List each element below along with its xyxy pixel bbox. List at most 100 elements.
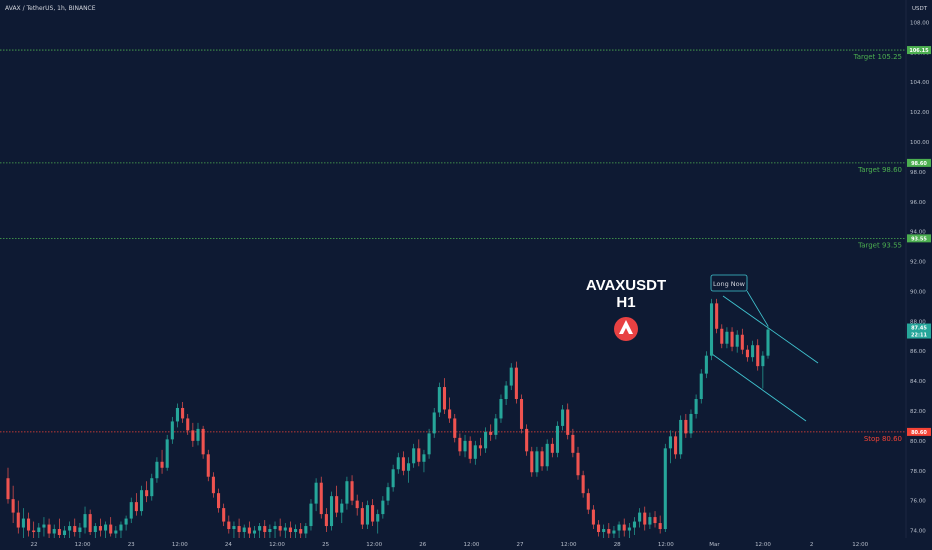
candle — [586, 488, 590, 515]
candle — [535, 446, 539, 477]
candlestick-series — [6, 298, 770, 538]
candle — [247, 521, 251, 538]
candle-body — [191, 430, 195, 441]
candle-body — [391, 469, 395, 488]
channel-lower-line — [711, 353, 807, 422]
candle-body — [252, 530, 257, 534]
candle-body — [196, 428, 200, 441]
candle — [222, 503, 226, 527]
candle — [134, 493, 138, 516]
candle — [263, 520, 267, 538]
candle-body — [412, 448, 416, 464]
candle — [155, 457, 159, 483]
candle-body — [484, 431, 488, 449]
candle-body — [376, 514, 380, 522]
candle — [196, 422, 200, 446]
y-tick-label: 84.00 — [910, 379, 926, 385]
candle-body — [458, 437, 462, 452]
candle — [191, 422, 195, 447]
target-98-badge-text: 98.60 — [911, 161, 927, 167]
candle-body — [381, 500, 385, 515]
candle-body — [602, 529, 606, 533]
candle — [109, 517, 113, 537]
time-axis: 22 12:00 23 12:00 24 12:00 25 12:00 26 12:00 27 12:… — [0, 538, 932, 550]
candle — [52, 524, 56, 538]
candle-body — [735, 334, 739, 347]
candle-body — [489, 431, 493, 435]
x-tick-label: 25 — [322, 542, 329, 548]
candle-body — [648, 517, 652, 525]
candle-body — [658, 523, 662, 530]
candle-body — [632, 521, 637, 528]
candle — [340, 499, 344, 524]
candle-body — [42, 524, 46, 528]
candle — [704, 351, 708, 379]
candle — [674, 431, 678, 459]
candle — [355, 494, 359, 516]
channel-drawing[interactable] — [711, 295, 819, 422]
candle — [448, 397, 452, 423]
candle-body — [519, 399, 524, 429]
candle-body — [751, 345, 755, 358]
candle — [16, 500, 20, 534]
candle-body — [217, 493, 221, 509]
candle-body — [365, 505, 369, 525]
candle — [237, 518, 241, 538]
x-tick-label: 22 — [31, 542, 38, 548]
candle-body — [263, 526, 267, 533]
candle-body — [211, 476, 215, 494]
candle — [345, 476, 349, 510]
horizontal-levels: Target 105.25 Target 98.60 Target 93.55 Sto… — [0, 49, 906, 443]
x-tick-label: 23 — [128, 542, 135, 548]
candle-body — [704, 355, 708, 374]
candle — [478, 437, 482, 456]
candle — [627, 523, 631, 538]
candle-body — [114, 530, 118, 534]
candle-body — [335, 496, 339, 513]
candle — [175, 403, 179, 428]
candle-body — [21, 518, 25, 528]
x-tick-label: 26 — [419, 542, 426, 548]
candle-body — [617, 524, 621, 531]
long-now-callout[interactable]: Long Now — [710, 274, 769, 327]
candle-body — [535, 451, 539, 473]
y-tick-label: 82.00 — [910, 409, 926, 415]
candle-body — [11, 499, 15, 513]
y-tick-label: 102.00 — [910, 110, 930, 116]
candle-body — [545, 443, 549, 467]
timeframe-annotation: H1 — [616, 294, 635, 311]
candle — [386, 482, 390, 506]
candle-body — [432, 412, 436, 434]
candle-body — [139, 490, 144, 512]
candle-body — [47, 524, 51, 534]
candle — [381, 496, 385, 519]
candle — [735, 330, 739, 353]
candle — [555, 421, 559, 458]
candle — [504, 381, 508, 405]
target-105-badge — [907, 46, 931, 55]
candle-body — [668, 436, 672, 449]
stop-80-badge — [907, 427, 931, 436]
candle-body — [396, 457, 400, 470]
candle — [68, 521, 72, 538]
y-tick-label: 74.00 — [910, 529, 926, 535]
candle — [32, 521, 36, 538]
candle-body — [638, 512, 642, 522]
candle — [160, 449, 164, 474]
candle-body — [561, 409, 565, 426]
candle — [591, 505, 595, 530]
y-tick-label: 104.00 — [910, 80, 930, 86]
candle — [437, 382, 441, 417]
candle-body — [27, 518, 31, 531]
candle-body — [150, 478, 154, 497]
candle-body — [437, 387, 441, 413]
candle-body — [442, 387, 447, 410]
candle — [391, 464, 395, 492]
candle — [350, 475, 354, 506]
candle — [632, 517, 637, 536]
candle — [217, 488, 221, 513]
candle-body — [499, 399, 503, 419]
candle-body — [555, 425, 559, 453]
